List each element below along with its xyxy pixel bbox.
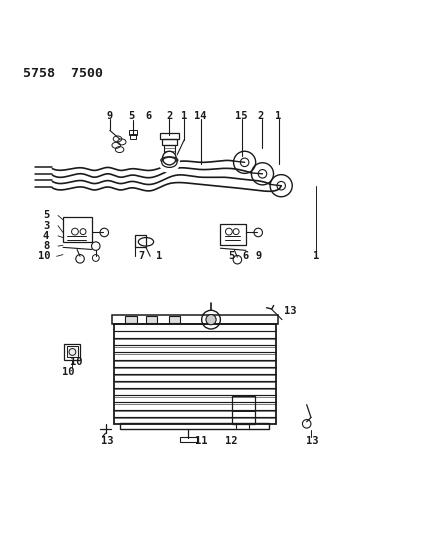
Bar bbox=[130, 134, 136, 139]
Bar bbox=[64, 344, 80, 360]
Bar bbox=[125, 316, 137, 323]
Text: 1: 1 bbox=[156, 251, 162, 261]
Text: 5: 5 bbox=[43, 211, 49, 221]
Text: 13: 13 bbox=[306, 436, 318, 446]
Text: 8: 8 bbox=[43, 241, 49, 251]
Text: 5: 5 bbox=[228, 251, 234, 261]
Bar bbox=[129, 131, 137, 135]
Text: 10: 10 bbox=[62, 367, 75, 377]
Bar bbox=[67, 346, 78, 358]
Text: 11: 11 bbox=[195, 436, 208, 446]
Text: 7: 7 bbox=[139, 251, 145, 261]
Bar bbox=[120, 423, 269, 429]
Text: 12: 12 bbox=[225, 436, 237, 446]
Circle shape bbox=[159, 152, 180, 173]
Text: 4: 4 bbox=[43, 231, 49, 241]
Text: 3: 3 bbox=[43, 221, 49, 231]
Text: 6: 6 bbox=[145, 110, 151, 120]
Text: 5758  7500: 5758 7500 bbox=[23, 67, 103, 79]
Ellipse shape bbox=[162, 157, 177, 167]
Text: 5: 5 bbox=[128, 110, 134, 120]
Bar bbox=[63, 217, 92, 242]
Bar bbox=[112, 316, 278, 324]
Text: 1: 1 bbox=[275, 110, 281, 120]
Text: 6: 6 bbox=[242, 251, 248, 261]
Text: 9: 9 bbox=[107, 110, 113, 120]
Bar bbox=[135, 235, 146, 247]
Text: 10: 10 bbox=[70, 357, 82, 367]
Bar bbox=[164, 145, 175, 158]
Bar bbox=[220, 224, 246, 245]
Bar bbox=[146, 316, 157, 323]
Bar bbox=[162, 139, 177, 146]
Circle shape bbox=[206, 314, 216, 325]
Bar bbox=[169, 316, 180, 323]
Bar bbox=[114, 324, 276, 424]
Bar bbox=[232, 396, 256, 424]
Text: 2: 2 bbox=[166, 110, 172, 120]
Text: 10: 10 bbox=[38, 251, 50, 261]
Text: 14: 14 bbox=[194, 110, 207, 120]
Text: 1: 1 bbox=[313, 251, 319, 261]
Text: 13: 13 bbox=[101, 436, 114, 446]
Bar bbox=[180, 437, 197, 442]
Text: 2: 2 bbox=[258, 110, 264, 120]
Text: 15: 15 bbox=[235, 110, 248, 120]
Text: 13: 13 bbox=[284, 306, 297, 316]
Text: 1: 1 bbox=[181, 110, 187, 120]
Text: 9: 9 bbox=[256, 251, 262, 261]
Bar bbox=[160, 133, 179, 139]
